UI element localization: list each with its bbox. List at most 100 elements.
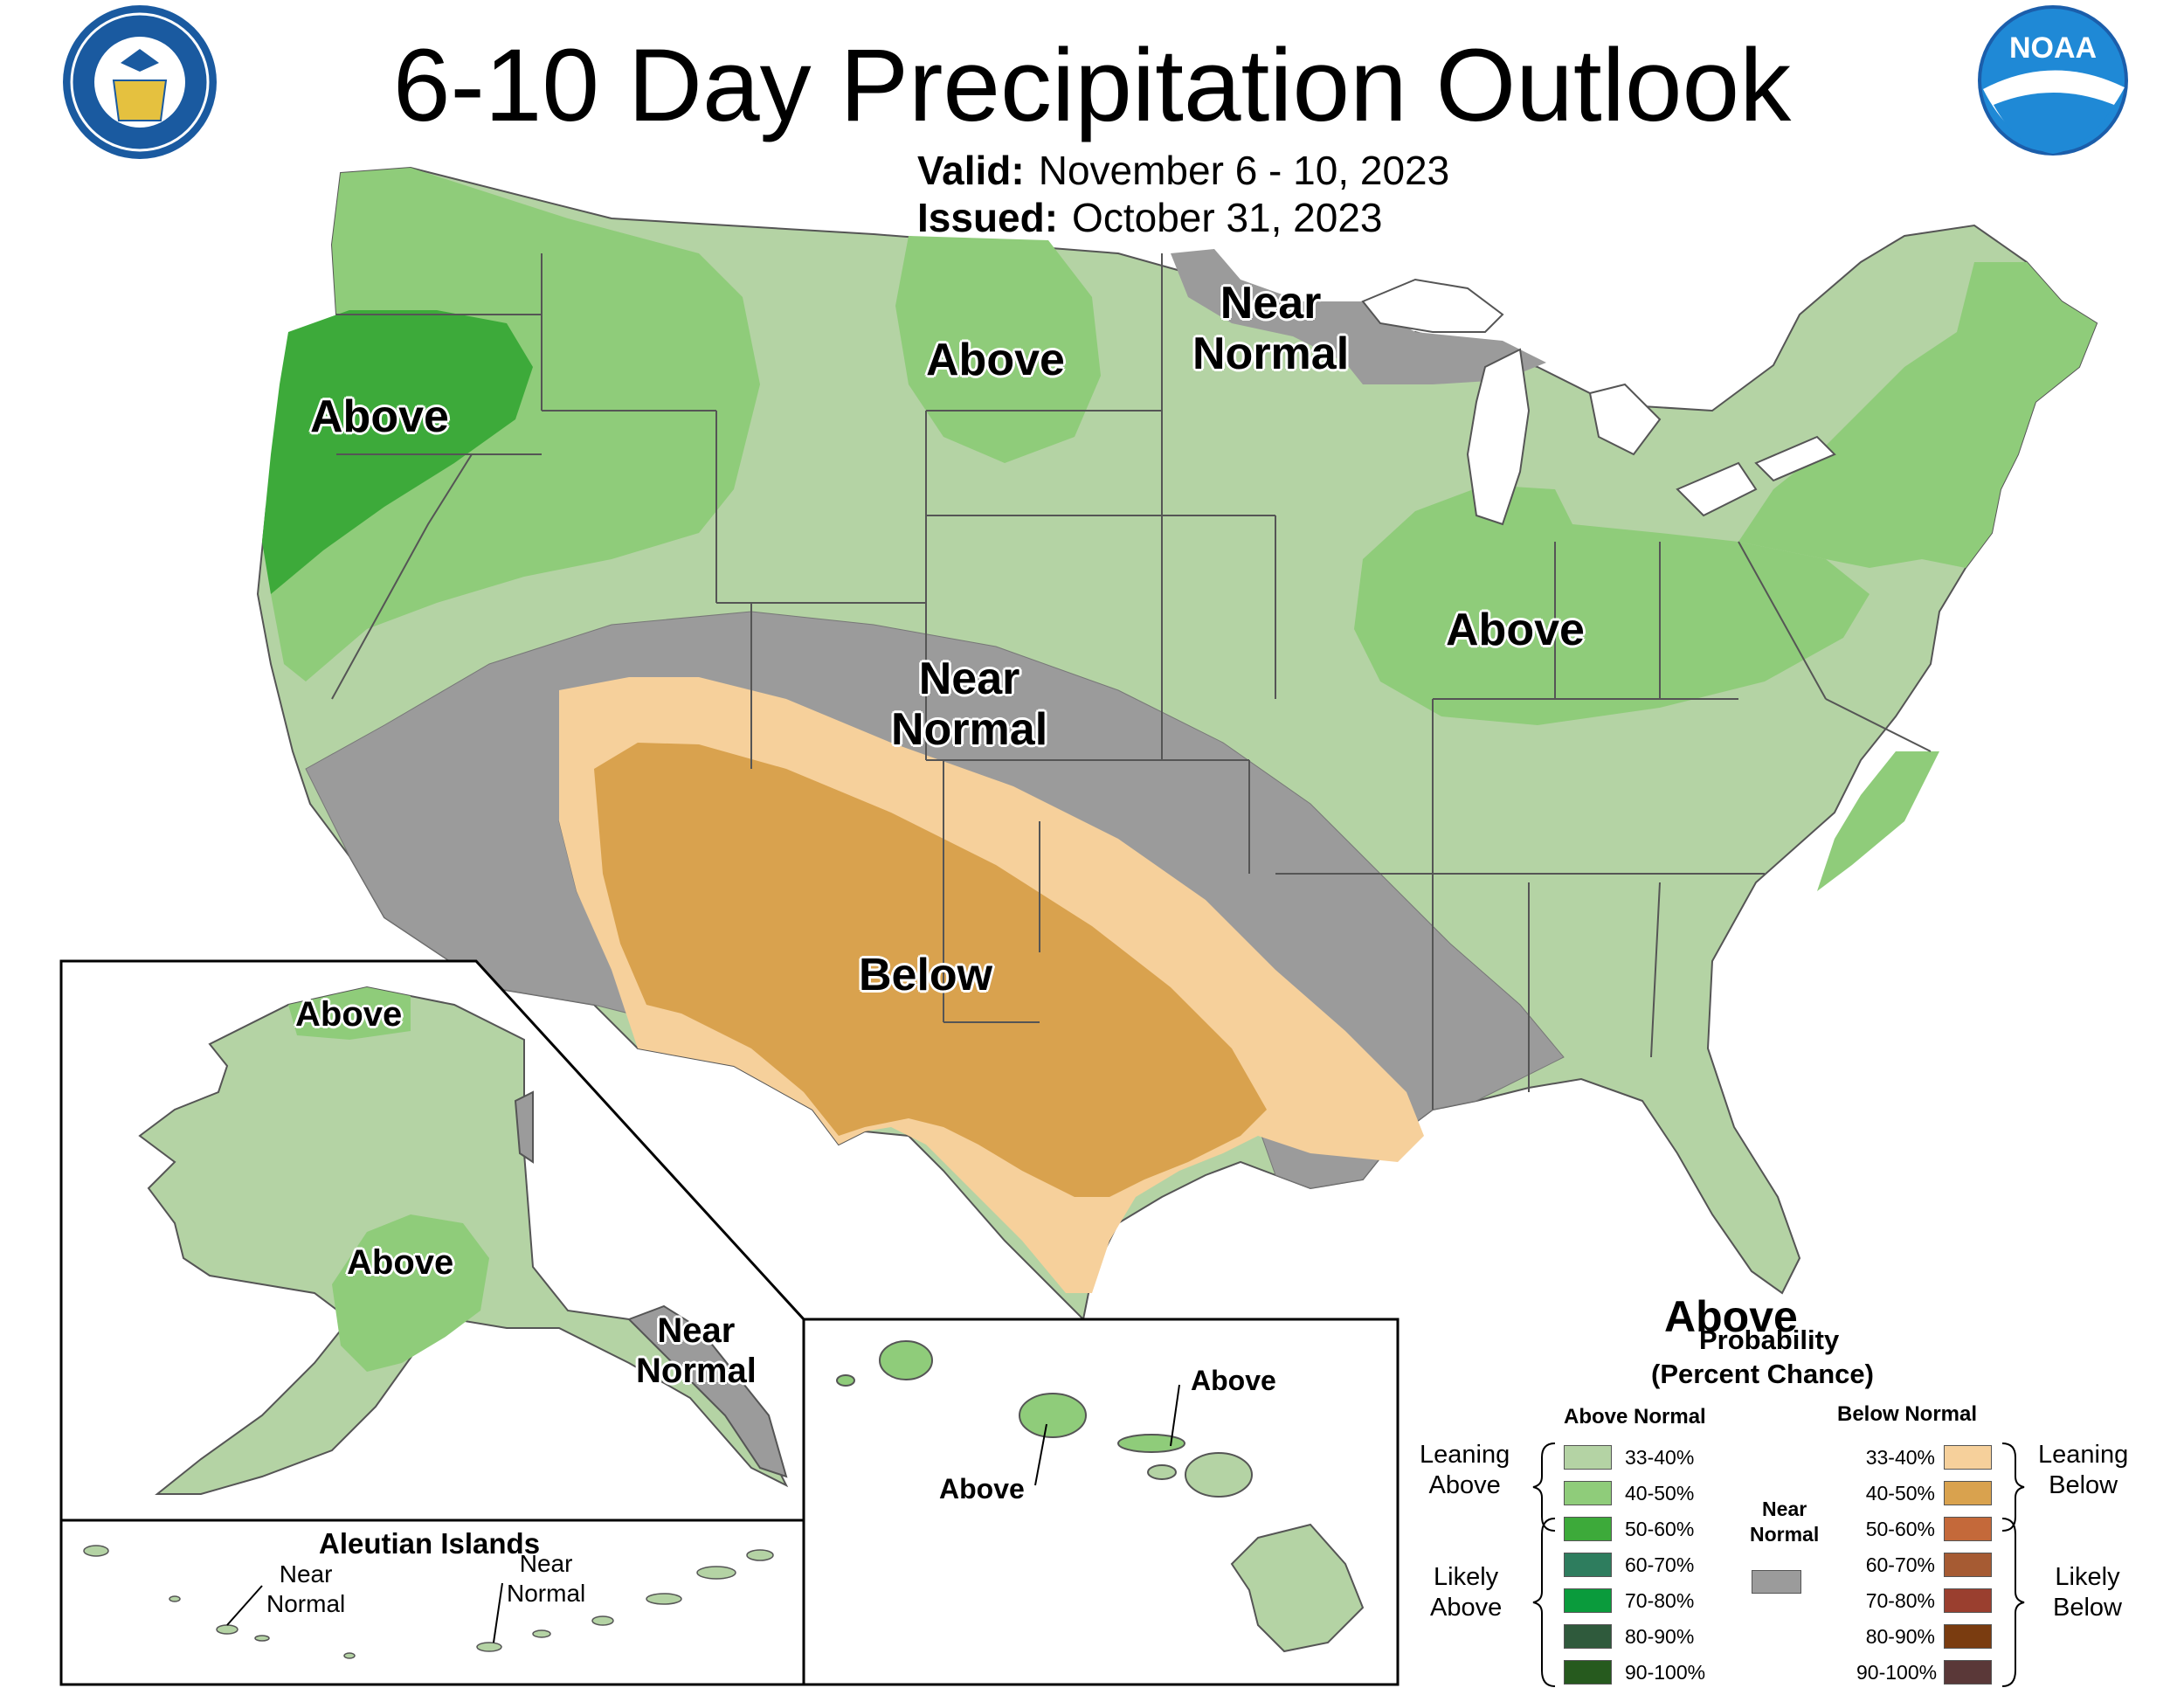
legend-below-swatch xyxy=(1944,1445,1992,1470)
legend-likely-below: Likely Below xyxy=(2053,1562,2122,1623)
label-line: Below xyxy=(2053,1594,2122,1622)
label-line: Normal xyxy=(636,1352,757,1390)
northeast-above-region xyxy=(1738,262,2097,568)
great-lakes-near-normal-region xyxy=(1171,249,1546,384)
label-hawaii-oahu-above: Above xyxy=(939,1473,1025,1505)
label-line: Above xyxy=(1430,1594,1503,1622)
legend-below-range: 80-90% xyxy=(1865,1625,1935,1648)
aleutian-label-west: Near Normal xyxy=(266,1560,345,1619)
legend-below-swatch xyxy=(1944,1553,1992,1577)
aleutian-title: Aleutian Islands xyxy=(319,1527,541,1560)
label-alaska-interior-above: Above xyxy=(347,1243,454,1282)
hawaii-pointer-maui xyxy=(1170,1384,1180,1447)
legend-above-range: 90-100% xyxy=(1625,1661,1706,1684)
legend-above-range: 40-50% xyxy=(1625,1482,1695,1505)
label-great-lakes-near-normal: Near Normal xyxy=(1192,278,1349,379)
label-line: Near xyxy=(657,1311,736,1350)
label-line: Normal xyxy=(891,704,1048,755)
legend-percent-title: (Percent Chance) xyxy=(1651,1359,1874,1389)
label-southern-plains-below: Below xyxy=(859,950,993,1000)
label-alaska-near-normal: Near Normal xyxy=(636,1311,757,1391)
carolina-coast-above-region xyxy=(1817,751,1939,891)
legend-below-range: 70-80% xyxy=(1865,1589,1935,1612)
legend-above-swatch xyxy=(1564,1445,1612,1470)
label-line: Leaning xyxy=(2038,1441,2129,1469)
label-line: Near xyxy=(1220,278,1322,329)
legend-below-swatch xyxy=(1944,1660,1992,1685)
department-of-commerce-seal xyxy=(63,5,217,159)
texas-below-40-50-region xyxy=(594,743,1267,1197)
legend-above-range: 60-70% xyxy=(1625,1553,1695,1576)
pacific-nw-above-40-50-region xyxy=(266,168,760,681)
aleutian-pointer-east xyxy=(493,1582,503,1643)
label-line: Normal xyxy=(507,1580,586,1607)
alaska-near-normal-region xyxy=(514,1090,788,1478)
label-pacific-nw-above: Above xyxy=(310,391,449,442)
label-ohio-valley-above: Above xyxy=(1446,605,1585,655)
label-line: Likely xyxy=(1434,1563,1499,1591)
issued-label: Issued: xyxy=(917,195,1059,240)
hawaiian-islands xyxy=(836,1340,1365,1653)
legend-above-swatch xyxy=(1564,1588,1612,1613)
label-line: Normal xyxy=(1192,329,1350,379)
legend-above-range: 80-90% xyxy=(1625,1625,1695,1648)
label-alaska-north-above: Above xyxy=(295,995,403,1034)
aleutian-pointer-west xyxy=(226,1585,263,1626)
label-line: Likely xyxy=(2055,1563,2120,1591)
legend-above-swatch xyxy=(1564,1481,1612,1505)
legend-below-swatch xyxy=(1944,1624,1992,1649)
legend-near-normal-swatch xyxy=(1752,1570,1801,1594)
page-title: 6-10 Day Precipitation Outlook xyxy=(392,28,1792,143)
legend-above-range: 70-80% xyxy=(1625,1589,1695,1612)
label-line: Near xyxy=(519,1550,573,1577)
legend-above-swatch xyxy=(1564,1624,1612,1649)
state-borders xyxy=(331,253,1932,1110)
valid-label: Valid: xyxy=(917,148,1025,193)
oregon-above-50-60-region xyxy=(262,310,533,594)
legend-below-swatch xyxy=(1944,1517,1992,1541)
legend-leaning-above: Leaning Above xyxy=(1420,1440,1510,1501)
legend-below-swatch xyxy=(1944,1481,1992,1505)
legend-above-range: 50-60% xyxy=(1625,1518,1695,1540)
legend-below-range: 60-70% xyxy=(1865,1553,1935,1576)
valid-dates: November 6 - 10, 2023 xyxy=(1038,148,1450,193)
label-line: Below xyxy=(2049,1471,2118,1499)
label-line: Normal xyxy=(1750,1523,1820,1546)
legend-dominant-category: Above xyxy=(1664,1292,1798,1341)
legend-above-range: 33-40% xyxy=(1625,1446,1695,1469)
legend-below-range: 33-40% xyxy=(1865,1446,1935,1469)
legend-above-swatch xyxy=(1564,1517,1612,1541)
label-line: Near xyxy=(918,654,1020,704)
legend-below-header: Below Normal xyxy=(1837,1402,1978,1426)
legend-leaning-below: Leaning Below xyxy=(2038,1440,2128,1501)
label-line: Near xyxy=(279,1560,333,1588)
legend-below-swatch xyxy=(1944,1588,1992,1613)
label-line: Normal xyxy=(266,1590,346,1617)
label-hawaii-maui-above: Above xyxy=(1191,1365,1276,1396)
legend-below-range: 50-60% xyxy=(1865,1518,1935,1540)
legend-below-range: 40-50% xyxy=(1865,1482,1935,1505)
hawaii-pointer-oahu xyxy=(1034,1423,1047,1486)
legend-below-range: 90-100% xyxy=(1856,1661,1938,1684)
alaska-interior-above-40-50-region xyxy=(332,1214,489,1372)
legend-probability-title: Probability xyxy=(1699,1325,1840,1355)
label-line: Near xyxy=(1762,1498,1807,1520)
legend-above-header: Above Normal xyxy=(1564,1405,1706,1429)
legend-above-swatch xyxy=(1564,1660,1612,1685)
great-lakes xyxy=(1361,278,1836,526)
legend-likely-above: Likely Above xyxy=(1430,1562,1502,1623)
label-line: Above xyxy=(1428,1471,1501,1499)
noaa-logo: NOAA xyxy=(1978,5,2128,156)
alaska-north-above-region xyxy=(288,987,411,1040)
north-dakota-above-region xyxy=(895,236,1101,463)
issued-date: October 31, 2023 xyxy=(1072,195,1383,240)
aleutian-inset-frame xyxy=(59,1519,805,1686)
label-line: Leaning xyxy=(1420,1441,1510,1469)
label-central-near-normal: Near Normal xyxy=(891,654,1047,755)
legend-above-swatch xyxy=(1564,1553,1612,1577)
noaa-logo-text: NOAA xyxy=(2009,31,2097,65)
valid-issued-dates: Valid: November 6 - 10, 2023 Issued: Octob… xyxy=(917,147,1449,241)
label-north-dakota-above: Above xyxy=(926,335,1065,385)
